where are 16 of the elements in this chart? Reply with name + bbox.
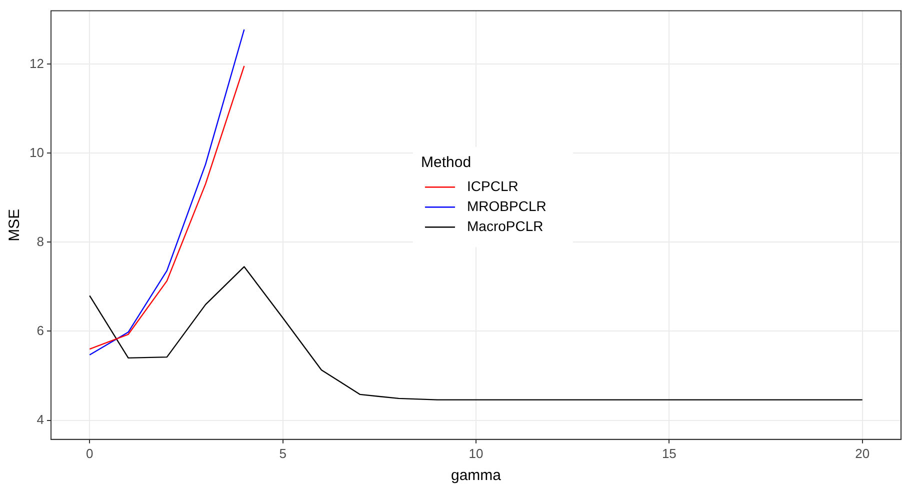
y-axis-title: MSE xyxy=(6,208,24,242)
x-tick-label: 20 xyxy=(855,446,870,461)
x-tick-label: 5 xyxy=(279,446,286,461)
x-tick-label: 15 xyxy=(662,446,676,461)
y-tick-label: 4 xyxy=(36,412,44,427)
y-tick-label: 10 xyxy=(30,144,44,160)
y-tick-label: 6 xyxy=(36,322,44,338)
legend-label: MacroPCLR xyxy=(467,218,544,234)
x-axis-title: gamma xyxy=(450,467,502,484)
y-tick-label: 12 xyxy=(30,56,44,71)
legend-label: MROBPCLR xyxy=(467,198,546,214)
y-tick-label: 8 xyxy=(36,234,44,249)
legend-label: ICPCLR xyxy=(467,178,518,194)
x-tick-label: 10 xyxy=(468,446,484,461)
legend-title: Method xyxy=(421,154,472,172)
x-tick-label: 0 xyxy=(86,446,94,461)
